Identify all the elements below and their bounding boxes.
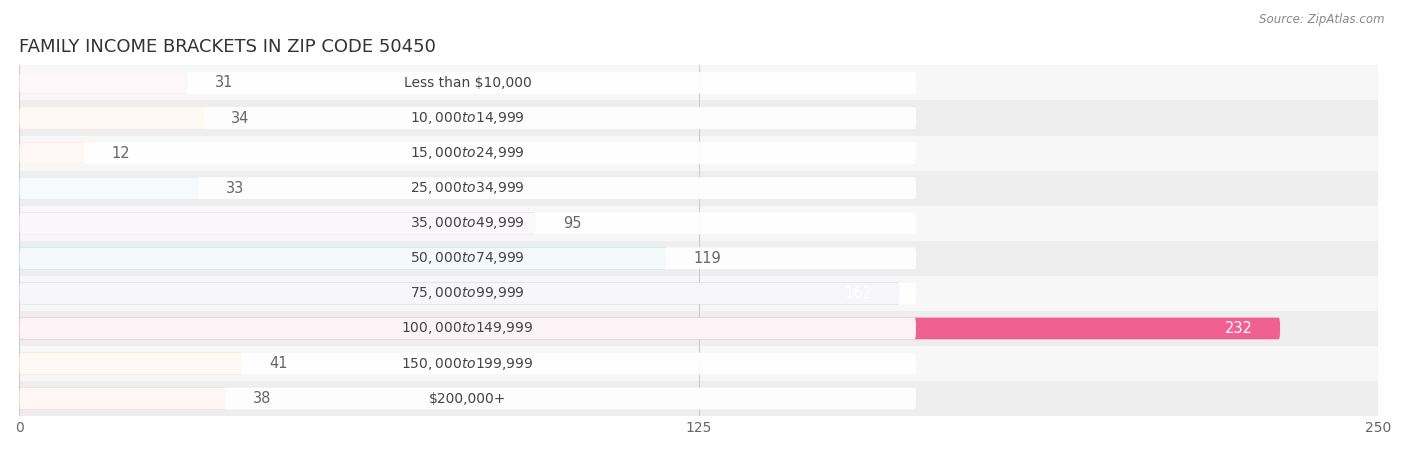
Bar: [20, 381, 1378, 416]
Bar: [20, 100, 1378, 135]
Text: $150,000 to $199,999: $150,000 to $199,999: [402, 356, 534, 372]
Text: $10,000 to $14,999: $10,000 to $14,999: [411, 110, 524, 126]
Text: $75,000 to $99,999: $75,000 to $99,999: [411, 285, 524, 302]
Text: $50,000 to $74,999: $50,000 to $74,999: [411, 250, 524, 266]
Text: 33: 33: [226, 180, 245, 196]
Text: $200,000+: $200,000+: [429, 392, 506, 405]
FancyBboxPatch shape: [20, 142, 915, 164]
Text: 38: 38: [253, 391, 271, 406]
Bar: [20, 241, 1378, 276]
Text: 12: 12: [111, 146, 131, 161]
Bar: [20, 346, 1378, 381]
Bar: [20, 171, 1378, 206]
Text: $15,000 to $24,999: $15,000 to $24,999: [411, 145, 524, 161]
Text: 232: 232: [1225, 321, 1253, 336]
FancyBboxPatch shape: [20, 72, 188, 94]
FancyBboxPatch shape: [20, 353, 242, 374]
FancyBboxPatch shape: [20, 177, 915, 199]
Text: $35,000 to $49,999: $35,000 to $49,999: [411, 215, 524, 231]
FancyBboxPatch shape: [20, 318, 915, 339]
Text: $25,000 to $34,999: $25,000 to $34,999: [411, 180, 524, 196]
Text: 119: 119: [693, 251, 721, 266]
FancyBboxPatch shape: [20, 248, 915, 269]
FancyBboxPatch shape: [20, 107, 915, 129]
Bar: [20, 206, 1378, 241]
FancyBboxPatch shape: [20, 318, 1279, 339]
Text: Less than $10,000: Less than $10,000: [404, 76, 531, 90]
FancyBboxPatch shape: [20, 283, 915, 304]
FancyBboxPatch shape: [20, 248, 666, 269]
Text: 41: 41: [270, 356, 288, 371]
FancyBboxPatch shape: [20, 177, 198, 199]
FancyBboxPatch shape: [20, 142, 84, 164]
FancyBboxPatch shape: [20, 388, 226, 410]
Bar: [20, 65, 1378, 100]
Text: 31: 31: [215, 76, 233, 90]
FancyBboxPatch shape: [20, 107, 204, 129]
Text: 162: 162: [845, 286, 873, 301]
Text: FAMILY INCOME BRACKETS IN ZIP CODE 50450: FAMILY INCOME BRACKETS IN ZIP CODE 50450: [20, 37, 436, 55]
FancyBboxPatch shape: [20, 72, 915, 94]
FancyBboxPatch shape: [20, 353, 915, 374]
Bar: [20, 135, 1378, 171]
Text: 95: 95: [562, 216, 581, 231]
FancyBboxPatch shape: [20, 212, 536, 234]
FancyBboxPatch shape: [20, 388, 915, 410]
Text: $100,000 to $149,999: $100,000 to $149,999: [402, 320, 534, 337]
Bar: [20, 311, 1378, 346]
Text: Source: ZipAtlas.com: Source: ZipAtlas.com: [1260, 14, 1385, 27]
FancyBboxPatch shape: [20, 283, 900, 304]
Text: 34: 34: [232, 111, 250, 126]
FancyBboxPatch shape: [20, 212, 915, 234]
Bar: [20, 276, 1378, 311]
